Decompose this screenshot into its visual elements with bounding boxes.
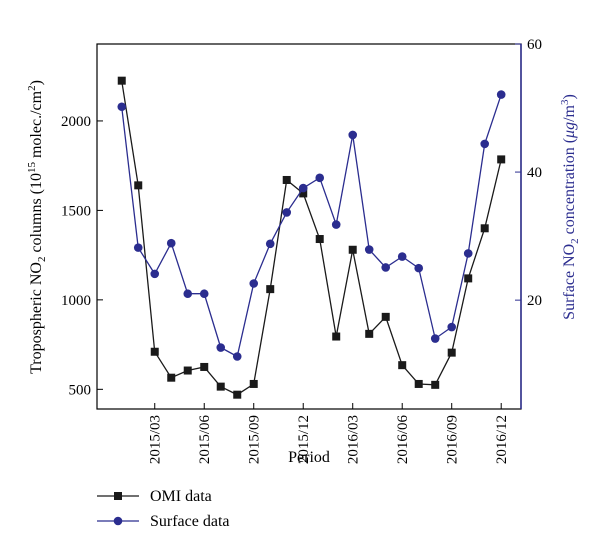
surface-point <box>331 220 341 229</box>
omi-point <box>117 76 126 85</box>
legend: OMI data Surface data <box>97 488 230 530</box>
surface-point <box>414 263 424 273</box>
omi-point <box>348 245 357 254</box>
y-right-tick-label: 40 <box>527 165 542 181</box>
surface-point <box>249 279 259 288</box>
surface-point <box>265 239 275 249</box>
x-tick-label: 2016/09 <box>445 415 461 464</box>
y-right-axis-title: Surface NO2 concentration (μg/m3) <box>559 94 581 320</box>
omi-point <box>134 181 143 190</box>
x-axis-title: Period <box>288 449 330 466</box>
y-left-tick-label: 1000 <box>61 293 91 309</box>
omi-point <box>480 224 489 233</box>
surface-point <box>496 90 506 99</box>
omi-point <box>266 285 275 294</box>
surface-point <box>430 334 440 343</box>
x-tick-label: 2015/03 <box>148 415 164 464</box>
surface-series-line <box>121 94 502 358</box>
surface-point <box>166 238 176 248</box>
y-right-ticks: 20 40 60 <box>515 37 542 309</box>
surface-point <box>133 243 143 252</box>
surface-point <box>298 183 308 193</box>
omi-point <box>282 175 291 184</box>
y-left-ticks: 500 1000 1500 2000 <box>61 114 103 398</box>
surface-point <box>447 322 457 332</box>
surface-point <box>463 249 473 258</box>
x-tick-label: 2016/06 <box>395 415 411 465</box>
x-tick-label: 2016/12 <box>494 415 510 464</box>
omi-series-line <box>121 80 502 396</box>
surface-point <box>150 269 160 279</box>
omi-point <box>167 373 176 382</box>
legend-item-omi: OMI data <box>97 488 212 505</box>
surface-point <box>348 130 358 140</box>
surface-point <box>199 289 209 299</box>
y-right-tick-label: 60 <box>527 37 542 53</box>
omi-point <box>447 348 456 357</box>
omi-point <box>398 361 407 370</box>
plot-frame <box>96 43 522 410</box>
legend-circle-marker <box>113 516 123 526</box>
surface-point <box>381 263 391 272</box>
y-left-tick-label: 2000 <box>61 114 91 130</box>
y-left-tick-label: 500 <box>69 382 92 398</box>
omi-point <box>332 332 341 341</box>
omi-point <box>381 312 390 321</box>
omi-point <box>414 379 423 388</box>
legend-square-marker <box>114 492 122 500</box>
surface-point <box>397 252 407 261</box>
omi-point <box>216 382 225 391</box>
y-right-tick-label: 20 <box>527 293 542 309</box>
omi-point <box>249 379 258 388</box>
omi-point <box>497 155 506 164</box>
surface-point <box>183 289 193 299</box>
surface-point <box>315 173 325 183</box>
y-left-axis-title: Tropospheric NO2 columns (1015 molec./cm… <box>26 80 48 374</box>
omi-point <box>431 380 440 389</box>
omi-point <box>150 347 159 356</box>
surface-point <box>364 245 374 254</box>
surface-point <box>216 343 226 352</box>
x-tick-label: 2015/09 <box>247 415 263 464</box>
legend-item-surface: Surface data <box>97 513 230 530</box>
omi-point <box>183 366 192 375</box>
omi-point <box>200 362 209 371</box>
x-tick-label: 2015/12 <box>296 415 312 464</box>
series-layer <box>117 76 506 399</box>
omi-point <box>464 274 473 283</box>
x-tick-label: 2015/06 <box>197 415 213 465</box>
x-ticks: 2015/03 2015/06 2015/09 2015/12 2016/03 2016/… <box>148 403 510 464</box>
omi-point <box>233 390 242 399</box>
surface-point <box>232 352 242 361</box>
x-tick-label: 2016/03 <box>346 415 362 464</box>
surface-point <box>282 208 292 217</box>
y-left-tick-label: 1500 <box>61 203 91 219</box>
legend-label-omi: OMI data <box>150 488 212 505</box>
legend-label-surface: Surface data <box>150 513 230 530</box>
omi-point <box>299 189 308 198</box>
omi-point <box>365 329 374 338</box>
surface-point <box>117 102 127 112</box>
surface-point <box>480 139 490 149</box>
omi-point <box>315 235 324 244</box>
